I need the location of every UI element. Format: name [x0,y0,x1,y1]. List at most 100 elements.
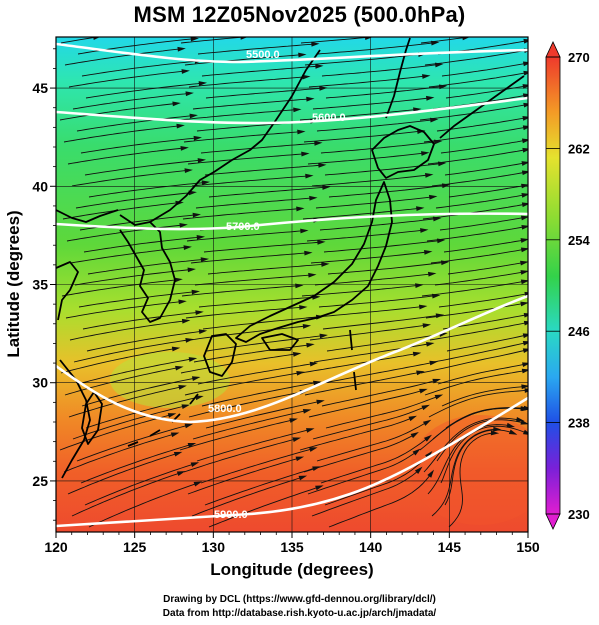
wind-arrowhead [416,370,425,376]
colorbar-ticks: 270 262 254 246 238 230 [546,50,590,522]
streamline [310,251,428,264]
streamline [195,197,313,209]
streamline [300,37,369,44]
wind-arrowhead [187,443,197,448]
streamline [69,320,186,341]
wind-arrowhead [429,360,438,366]
contour-5700 [56,212,528,231]
streamline [187,153,305,165]
wind-arrowhead [522,362,528,368]
streamline [419,407,525,451]
streamline [59,414,172,451]
streamline [207,263,325,275]
wind-arrowhead [313,380,322,386]
wind-arrowhead [195,310,204,315]
streamline [60,37,97,44]
y-tick-label-25: 25 [32,473,48,489]
streamline [441,385,525,407]
streamline [189,325,307,341]
warm-anomaly [110,352,230,408]
streamline [317,361,434,385]
wind-arrowhead [430,40,440,46]
streamline [321,379,437,407]
streamline [196,429,310,462]
streamline [200,448,313,484]
coast-taiwan [81,391,103,445]
wind-streamlines [59,37,528,528]
wind-arrowhead [190,37,199,42]
y-tick-label-35: 35 [32,277,48,293]
colorbar-label-246: 246 [568,324,590,339]
wind-arrowhead [522,125,528,131]
wind-arrowhead [432,216,442,222]
streamline [319,218,437,231]
streamline [433,342,527,363]
wind-arrowhead [408,415,417,422]
wind-arrowhead [523,320,528,326]
wind-arrowhead [462,37,470,41]
wind-arrowhead [437,161,447,167]
wind-arrowhead [170,432,180,438]
wind-arrowhead [295,456,305,462]
x-tick-label-120: 120 [44,539,68,555]
streamline [315,196,433,209]
wind-arrowhead [522,84,528,89]
streamline [320,437,429,484]
wind-arrowhead [192,212,201,218]
streamline [419,104,527,121]
streamline [436,117,527,132]
coast-kyushu [203,333,237,377]
wind-arrowhead [433,139,443,145]
wind-arrowhead [181,318,191,324]
wind-arrowhead [289,418,298,423]
streamline [208,186,326,198]
streamline [77,38,195,55]
wind-arrowhead [175,365,184,371]
streamline [67,452,178,495]
streamline [72,92,189,110]
wind-arrowhead [302,323,312,329]
wind-arrowhead [306,342,315,348]
wind-arrowhead [412,448,421,456]
wind-arrowhead [520,301,528,307]
streamline [78,291,196,308]
streamline [190,252,308,264]
streamline [308,75,426,88]
contour-5800 [56,294,528,424]
wind-arrowhead [191,376,201,381]
wind-arrowhead [429,117,439,123]
wind-arrowhead [440,260,450,266]
wind-arrowhead [309,195,318,201]
streamline [76,424,189,462]
colorbar-upper-triangle [545,41,561,58]
wind-arrowhead [292,437,302,443]
streamline [323,240,441,253]
streamline [185,306,303,319]
wind-arrowhead [184,168,193,174]
wind-arrowhead [299,305,308,310]
wind-arrowhead [422,74,431,79]
wind-arrowhead [201,180,211,186]
contour-label-5500: 5500.0 [246,49,280,61]
wind-arrowhead [308,272,317,278]
streamline [426,226,526,242]
wind-arrowhead [189,113,198,119]
wind-arrowhead [178,385,187,390]
x-tick-label-145: 145 [438,539,462,555]
streamline [59,103,176,121]
streamline [182,208,300,220]
wind-arrowhead [524,388,528,393]
streamline [179,419,294,451]
contour-label-5600: 5600.0 [312,112,346,124]
wind-arrowhead [319,86,328,91]
streamline [66,224,183,242]
wind-arrowhead [521,224,528,230]
wind-arrowhead [422,419,432,426]
streamline [446,334,527,352]
wind-arrowhead [322,185,331,190]
streamline [201,65,319,77]
wind-arrowhead [198,329,208,335]
streamline [181,285,299,297]
wind-arrowhead [184,423,194,429]
wind-arrowhead [196,235,206,240]
